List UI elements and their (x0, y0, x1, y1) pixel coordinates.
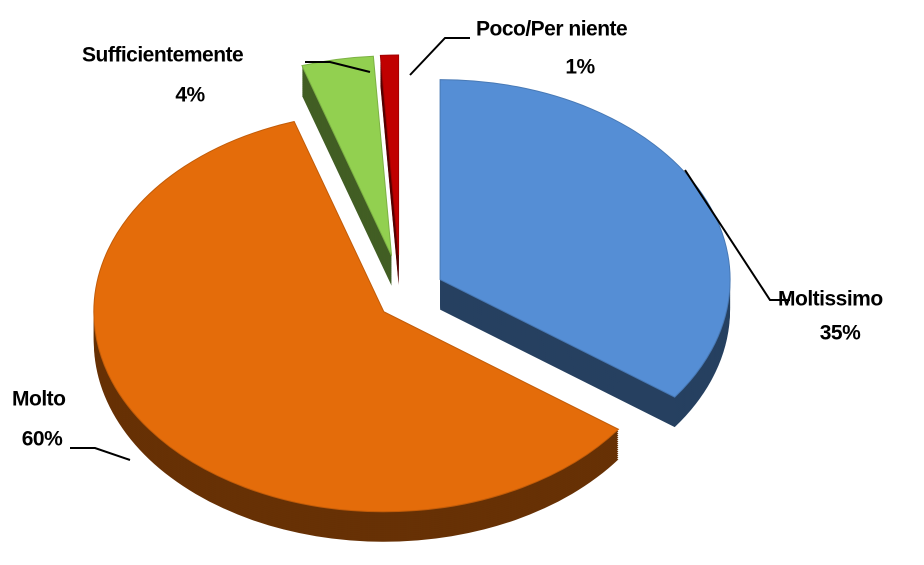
category-label: Sufficientemente (82, 44, 243, 67)
category-label: Poco/Per niente (476, 18, 627, 41)
value-label: 4% (175, 84, 205, 107)
slice (301, 55, 393, 257)
slice (93, 120, 620, 513)
value-label: 35% (820, 322, 861, 345)
slice (379, 54, 400, 256)
pie (93, 54, 731, 542)
leader-line (70, 447, 131, 461)
category-label: Molto (12, 388, 65, 411)
slice (439, 79, 731, 398)
value-label: 1% (565, 56, 595, 79)
leader-line (409, 37, 470, 76)
leader-line (684, 169, 790, 301)
leader-line (305, 61, 371, 73)
category-label: Moltissimo (778, 288, 883, 311)
value-label: 60% (22, 428, 63, 451)
